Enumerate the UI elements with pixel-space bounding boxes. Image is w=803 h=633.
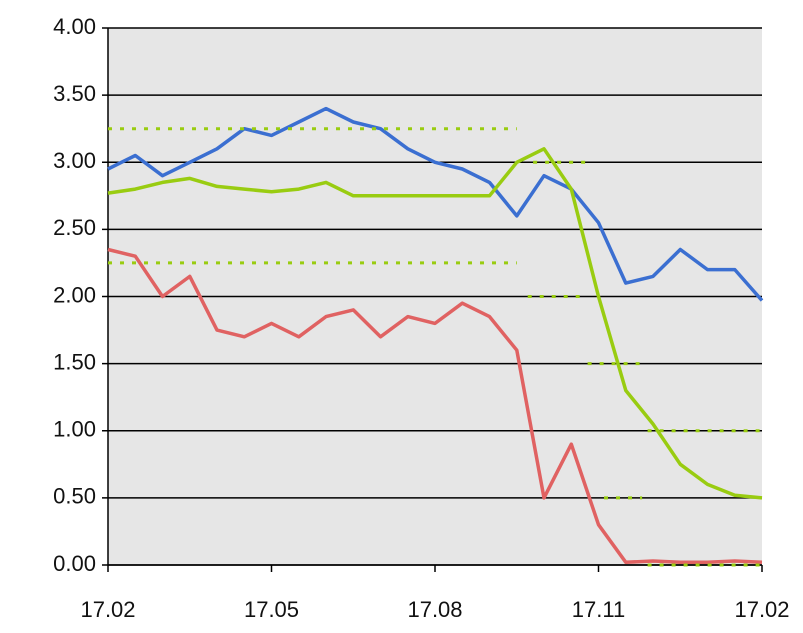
- data-line: [107, 247, 763, 565]
- y-tick-label: 1.00: [53, 417, 96, 442]
- y-tick-label: 2.00: [53, 282, 96, 307]
- y-tick-label: 4.00: [53, 14, 96, 39]
- x-tick-label: 17.02: [80, 597, 135, 622]
- y-tick-label: 0.00: [53, 551, 96, 576]
- y-tick-label: 3.50: [53, 81, 96, 106]
- x-tick-label: 17.11: [572, 597, 625, 622]
- y-tick-label: 2.50: [53, 215, 96, 240]
- y-tick-label: 0.50: [53, 484, 96, 509]
- data-line: [107, 147, 763, 500]
- band-line: [108, 127, 762, 433]
- x-tick-label: 17.02: [734, 597, 789, 622]
- y-tick-label: 3.00: [53, 148, 96, 173]
- x-tick-label: 17.05: [244, 597, 299, 622]
- data-line: [107, 106, 764, 302]
- band-line: [108, 261, 762, 567]
- x-tick-label: 17.08: [407, 597, 462, 622]
- y-tick-label: 1.50: [53, 349, 96, 374]
